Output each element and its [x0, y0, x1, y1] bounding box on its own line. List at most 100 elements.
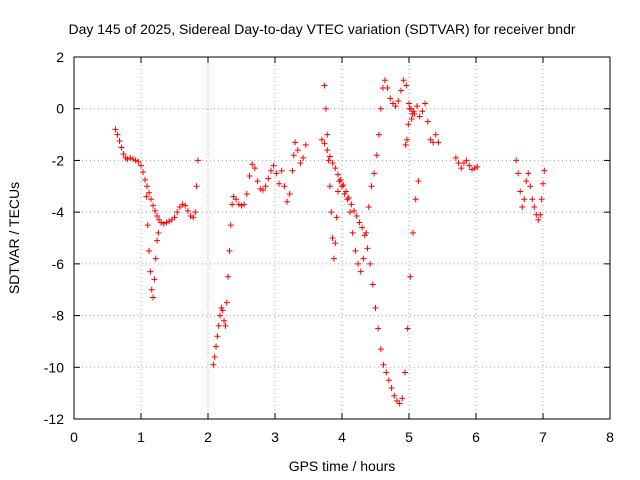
data-point [363, 229, 370, 236]
x-tick-label: 0 [70, 429, 78, 445]
data-point [249, 161, 256, 168]
data-point [367, 260, 374, 267]
data-point [321, 140, 328, 147]
data-point [158, 219, 165, 226]
data-point [168, 216, 175, 223]
data-point [286, 191, 293, 198]
data-point [294, 147, 301, 154]
data-point [368, 183, 375, 190]
data-point [399, 395, 406, 402]
data-point [144, 183, 151, 190]
data-point [190, 214, 197, 221]
data-point [340, 181, 347, 188]
data-point [166, 218, 173, 225]
data-point [333, 214, 340, 221]
data-point [432, 131, 439, 138]
data-point [345, 194, 352, 201]
data-point [388, 384, 395, 391]
data-point [148, 196, 155, 203]
data-point [334, 171, 341, 178]
data-point [474, 163, 481, 170]
data-point [455, 160, 462, 167]
data-point [278, 167, 285, 174]
data-point [405, 121, 412, 128]
data-point [337, 176, 344, 183]
data-point [519, 203, 526, 210]
y-tick-label: -10 [44, 359, 64, 375]
data-points [112, 77, 548, 407]
y-tick-label: 2 [56, 49, 64, 65]
data-point [529, 196, 536, 203]
data-point [163, 219, 170, 226]
x-tick-label: 8 [606, 429, 614, 445]
data-point [401, 369, 408, 376]
data-point [154, 237, 161, 244]
x-tick-label: 2 [204, 429, 212, 445]
data-point [192, 209, 199, 216]
data-point [392, 103, 399, 110]
data-point [408, 116, 415, 123]
x-tick-label: 4 [338, 429, 346, 445]
y-tick-label: -2 [52, 152, 65, 168]
data-point [184, 207, 191, 214]
data-point [326, 153, 333, 160]
data-point [151, 276, 158, 283]
data-point [281, 183, 288, 190]
data-point [332, 240, 339, 247]
data-point [254, 178, 261, 185]
data-point [357, 268, 364, 275]
data-point [302, 141, 309, 148]
data-point [397, 87, 404, 94]
data-point [138, 162, 144, 169]
data-point [262, 183, 269, 190]
x-tick-label: 6 [472, 429, 480, 445]
chart-title: Day 145 of 2025, Sidereal Day-to-day VTE… [68, 21, 575, 37]
data-point [525, 170, 532, 177]
data-point [369, 281, 376, 288]
data-point [265, 175, 272, 182]
x-tick-label: 1 [137, 429, 145, 445]
data-point [182, 202, 189, 209]
data-point [318, 136, 325, 143]
data-point [112, 126, 119, 133]
data-point [290, 152, 297, 159]
data-point [336, 178, 343, 185]
data-point [372, 304, 379, 311]
data-point [375, 131, 382, 138]
data-point [284, 198, 291, 205]
data-point [257, 185, 264, 192]
data-point [193, 183, 200, 190]
data-point [523, 178, 530, 185]
data-point [403, 82, 410, 89]
x-axis-label: GPS time / hours [289, 458, 396, 474]
data-point [160, 220, 167, 227]
data-point [410, 229, 417, 236]
data-point [211, 353, 218, 360]
data-point [150, 202, 157, 209]
data-point [352, 247, 359, 254]
data-point [132, 157, 139, 164]
data-point [414, 103, 421, 110]
data-point [396, 400, 403, 407]
data-point [321, 82, 328, 89]
data-point [419, 108, 426, 115]
data-point [120, 150, 127, 157]
data-point [332, 165, 339, 172]
data-point [150, 294, 157, 301]
data-point [535, 216, 542, 223]
data-point [143, 193, 150, 200]
data-point [152, 207, 159, 214]
data-point [326, 183, 333, 190]
data-point [292, 139, 299, 146]
data-point [142, 176, 149, 183]
data-point [155, 229, 162, 236]
y-tick-label: -4 [52, 204, 65, 220]
data-point [187, 213, 194, 220]
data-point [214, 333, 221, 340]
data-point [221, 317, 228, 324]
data-point [384, 85, 391, 92]
data-point [389, 100, 396, 107]
data-point [235, 201, 242, 208]
data-point [222, 322, 229, 329]
